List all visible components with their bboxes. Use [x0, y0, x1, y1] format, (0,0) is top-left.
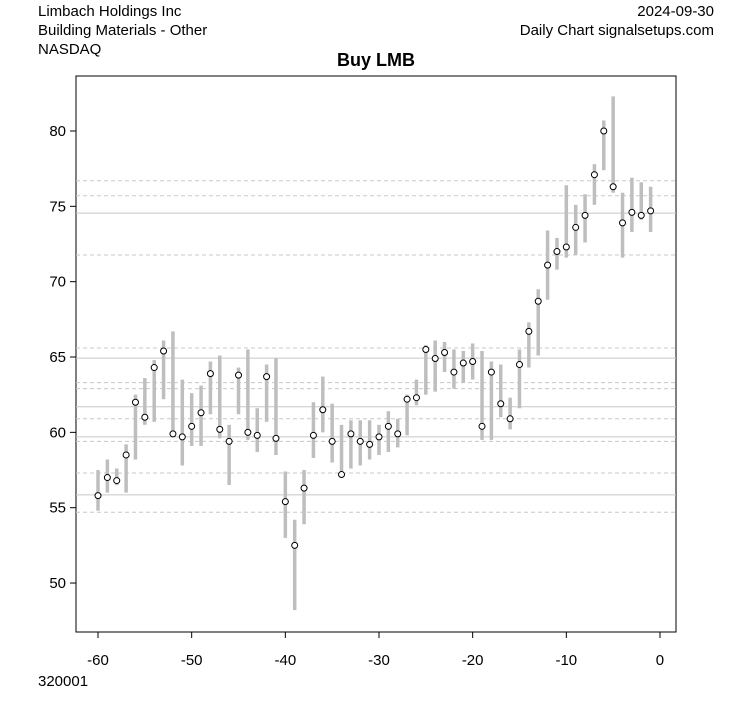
close-point [169, 430, 177, 438]
x-tick-label: -20 [462, 652, 484, 669]
close-point [263, 373, 271, 381]
close-point [553, 248, 561, 256]
close-point [178, 433, 186, 441]
close-point [422, 345, 430, 353]
close-point [562, 243, 570, 251]
x-tick-label: 0 [656, 652, 664, 669]
close-point [384, 422, 392, 430]
close-point [469, 358, 477, 366]
close-point [131, 398, 139, 406]
header-left: Limbach Holdings Inc [38, 3, 182, 20]
close-point [450, 368, 458, 376]
close-point [600, 127, 608, 135]
close-point [609, 183, 617, 191]
close-point [478, 422, 486, 430]
close-point [319, 406, 327, 414]
close-point [122, 451, 130, 459]
close-point [309, 431, 317, 439]
header-right: 2024-09-30 [637, 3, 714, 20]
close-point [506, 415, 514, 423]
header-right: Daily Chart signalsetups.com [520, 22, 714, 39]
close-point [356, 437, 364, 445]
x-tick-label: -60 [87, 652, 109, 669]
header-left: Building Materials - Other [38, 22, 207, 39]
close-point [394, 430, 402, 438]
footer: 320001 [38, 673, 88, 690]
close-point [581, 211, 589, 219]
close-point [525, 327, 533, 335]
close-point [225, 437, 233, 445]
close-point [515, 361, 523, 369]
y-tick-label: 80 [49, 123, 66, 140]
close-point [637, 211, 645, 219]
x-tick-label: -10 [555, 652, 577, 669]
close-point [244, 428, 252, 436]
close-point [300, 484, 308, 492]
close-point [328, 437, 336, 445]
close-point [366, 440, 374, 448]
close-point [272, 434, 280, 442]
close-point [281, 498, 289, 506]
close-point [431, 355, 439, 363]
y-tick-label: 50 [49, 575, 66, 592]
close-point [150, 364, 158, 372]
y-tick-label: 65 [49, 349, 66, 366]
y-tick-label: 60 [49, 424, 66, 441]
close-point [197, 409, 205, 417]
close-point [619, 219, 627, 227]
close-point [216, 425, 224, 433]
close-point [347, 430, 355, 438]
close-point [375, 433, 383, 441]
x-tick-label: -40 [274, 652, 296, 669]
close-point [544, 261, 552, 269]
y-tick-label: 75 [49, 198, 66, 215]
close-point [628, 208, 636, 216]
chart-title: Buy LMB [337, 50, 415, 70]
close-point [487, 368, 495, 376]
close-point [113, 477, 121, 485]
close-point [497, 400, 505, 408]
close-point [141, 413, 149, 421]
close-point [94, 492, 102, 500]
close-point [590, 171, 598, 179]
plot-frame [75, 75, 677, 633]
close-point [441, 348, 449, 356]
close-point [572, 223, 580, 231]
close-point [403, 395, 411, 403]
close-point [235, 371, 243, 379]
header-left: NASDAQ [38, 41, 101, 58]
close-point [534, 297, 542, 305]
close-point [647, 207, 655, 215]
close-point [338, 471, 346, 479]
x-tick-label: -30 [368, 652, 390, 669]
close-point [459, 359, 467, 367]
x-tick-label: -50 [181, 652, 203, 669]
close-point [160, 347, 168, 355]
close-point [412, 394, 420, 402]
close-point [291, 541, 299, 549]
close-point [188, 422, 196, 430]
y-tick-label: 70 [49, 274, 66, 291]
close-point [253, 431, 261, 439]
close-point [206, 370, 214, 378]
y-tick-label: 55 [49, 500, 66, 517]
close-point [103, 474, 111, 482]
